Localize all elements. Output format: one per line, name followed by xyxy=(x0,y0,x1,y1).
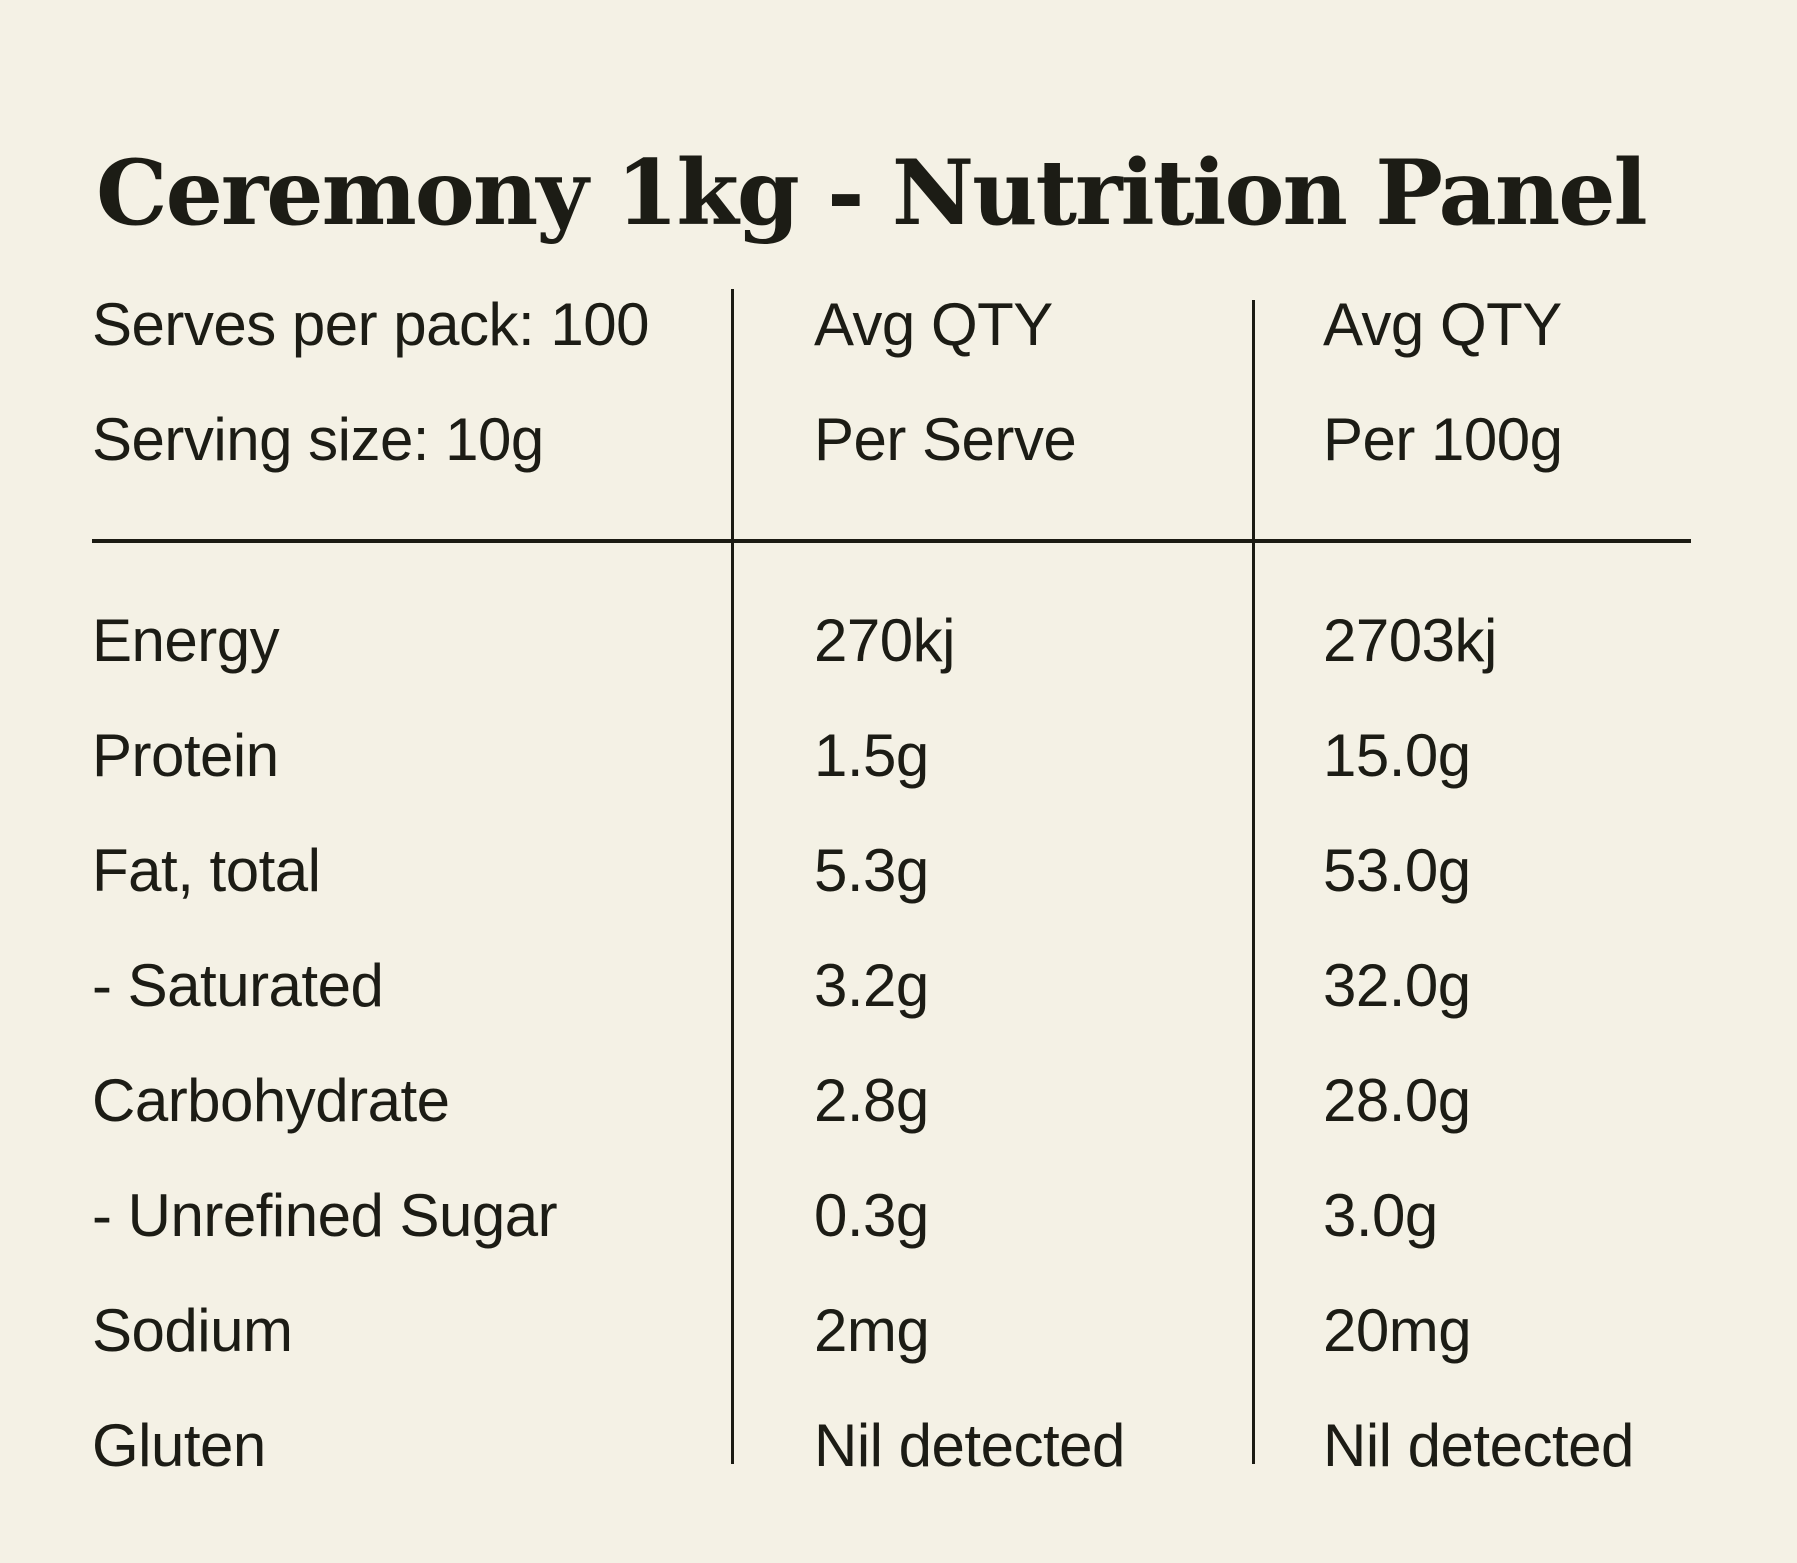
value-per-100g: 3.0g xyxy=(1323,1182,1438,1249)
value-per-serve: 270kj xyxy=(814,607,955,674)
header-serves-per-pack: Serves per pack: 100 xyxy=(92,291,649,358)
value-per-100g: 53.0g xyxy=(1323,837,1471,904)
nutrition-table-body: Energy 270kj 2703kj Protein 1.5g 15.0g F… xyxy=(92,583,1692,1503)
header-serving-size: Serving size: 10g xyxy=(92,406,544,473)
header-avg-qty-per-100g: Avg QTY xyxy=(1323,291,1562,358)
value-per-100g: Nil detected xyxy=(1323,1412,1634,1479)
header-divider-rule xyxy=(92,539,1691,543)
nutrient-label: - Saturated xyxy=(92,952,384,1019)
value-per-100g: 28.0g xyxy=(1323,1067,1471,1134)
value-per-serve: 2.8g xyxy=(814,1067,929,1134)
nutrient-label: - Unrefined Sugar xyxy=(92,1182,558,1249)
header-per-100g: Per 100g xyxy=(1323,406,1563,473)
column-divider-2 xyxy=(1252,300,1255,1464)
value-per-serve: 0.3g xyxy=(814,1182,929,1249)
value-per-serve: 1.5g xyxy=(814,722,929,789)
nutrient-label: Protein xyxy=(92,722,279,789)
nutrient-label: Carbohydrate xyxy=(92,1067,450,1134)
column-divider-1 xyxy=(731,289,734,1464)
nutrient-label: Fat, total xyxy=(92,837,321,904)
nutrient-label: Energy xyxy=(92,607,280,674)
nutrient-label: Gluten xyxy=(92,1412,266,1479)
value-per-100g: 32.0g xyxy=(1323,952,1471,1019)
header-per-serve: Per Serve xyxy=(814,406,1077,473)
header-avg-qty-per-serve: Avg QTY xyxy=(814,291,1053,358)
value-per-serve: Nil detected xyxy=(814,1412,1125,1479)
value-per-serve: 2mg xyxy=(814,1297,930,1364)
table-header: Serves per pack: 100 Avg QTY Avg QTY Ser… xyxy=(92,267,1692,497)
value-per-serve: 5.3g xyxy=(814,837,929,904)
value-per-serve: 3.2g xyxy=(814,952,929,1019)
value-per-100g: 15.0g xyxy=(1323,722,1471,789)
page-title: Ceremony 1kg - Nutrition Panel xyxy=(96,140,1648,247)
nutrient-label: Sodium xyxy=(92,1297,293,1364)
value-per-100g: 20mg xyxy=(1323,1297,1472,1364)
value-per-100g: 2703kj xyxy=(1323,607,1497,674)
